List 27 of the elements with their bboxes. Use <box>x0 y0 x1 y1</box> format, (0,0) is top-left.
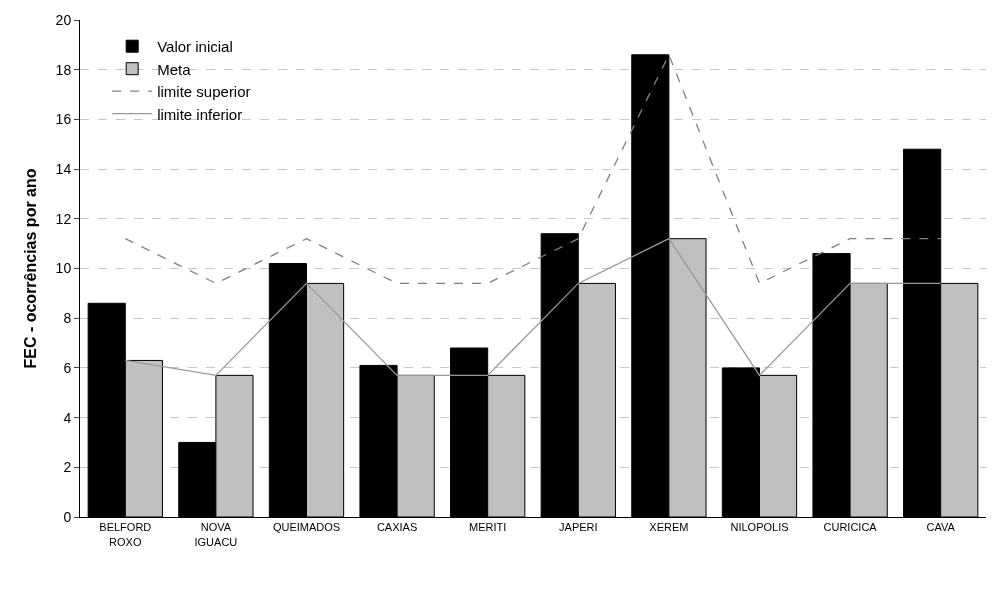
y-tick-label: 2 <box>63 459 72 476</box>
y-tick-label: 6 <box>63 359 72 376</box>
x-tick-label: NOVA IGUACU <box>194 521 238 548</box>
y-tick-label: 12 <box>55 210 72 227</box>
y-tick-label: 10 <box>55 260 72 277</box>
legend-label: limite superior <box>157 83 251 101</box>
y-tick-label: 0 <box>63 508 72 525</box>
x-tick-label: CAVA <box>926 521 956 534</box>
x-tick-label: MERITI <box>469 521 507 534</box>
y-tick-label: 4 <box>63 409 72 426</box>
x-tick-label: CAXIAS <box>376 521 418 534</box>
y-tick-label: 18 <box>55 61 72 78</box>
x-tick-label: XEREM <box>649 521 689 534</box>
y-tick-label: 16 <box>55 111 72 128</box>
y-tick-label: 8 <box>63 310 72 327</box>
y-tick-label: 14 <box>55 161 72 177</box>
line-series <box>124 238 942 377</box>
x-tick-label: NILOPOLIS <box>730 521 789 534</box>
x-tick-label: QUEIMADOS <box>272 521 341 534</box>
x-tick-label: CURICICA <box>823 521 878 534</box>
legend-label: Meta <box>157 60 192 78</box>
legend-label: Valor inicial <box>157 38 233 56</box>
y-axis-title: FEC - ocorrências por ano <box>21 168 39 369</box>
y-tick-label: 20 <box>55 11 72 28</box>
x-tick-label: JAPERI <box>559 521 598 534</box>
x-tick-label: BELFORD ROXO <box>99 521 152 548</box>
legend-label: limite inferior <box>157 105 243 123</box>
